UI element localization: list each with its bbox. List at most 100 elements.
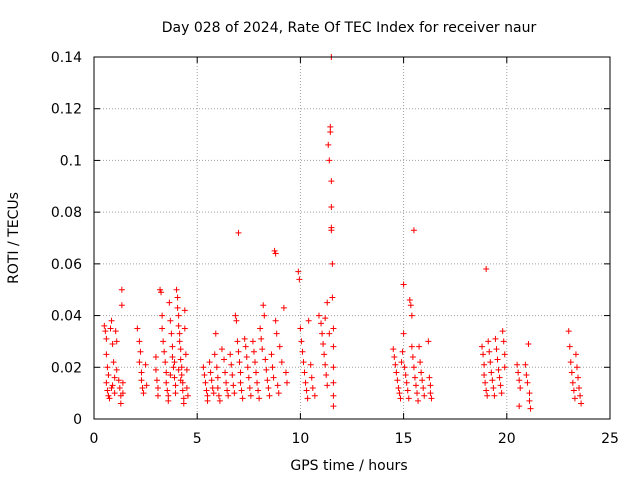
data-point (223, 379, 230, 386)
data-point (327, 123, 334, 130)
data-point (417, 359, 424, 366)
data-point (490, 384, 497, 391)
data-point (516, 403, 523, 410)
data-point (227, 351, 234, 358)
data-point (328, 178, 335, 185)
data-point (524, 379, 531, 386)
data-point (482, 379, 489, 386)
y-tick-label: 0.04 (51, 309, 82, 325)
data-point (330, 343, 337, 350)
data-point (181, 307, 188, 314)
data-point (525, 341, 532, 348)
data-point (153, 377, 160, 384)
grid-lines (94, 57, 610, 419)
data-point (182, 351, 189, 358)
data-point (159, 325, 166, 332)
data-point (408, 343, 415, 350)
data-point (167, 317, 174, 324)
data-point (515, 369, 522, 376)
data-point (139, 384, 146, 391)
data-point (300, 359, 307, 366)
data-point (258, 335, 265, 342)
data-point (173, 286, 180, 293)
data-point (489, 377, 496, 384)
data-point (403, 379, 410, 386)
data-point (324, 299, 331, 306)
data-point (165, 397, 172, 404)
data-point (154, 392, 161, 399)
data-point (278, 359, 285, 366)
data-point (237, 369, 244, 376)
data-point (323, 372, 330, 379)
data-point (330, 325, 337, 332)
data-point (263, 366, 270, 373)
data-point (212, 330, 219, 337)
data-point (418, 369, 425, 376)
data-point (231, 390, 238, 397)
data-point (251, 359, 258, 366)
data-point (514, 361, 521, 368)
data-point (311, 392, 318, 399)
data-point (238, 387, 245, 394)
data-point (411, 374, 418, 381)
data-point (136, 338, 143, 345)
data-point (408, 312, 415, 319)
data-point (325, 141, 332, 148)
data-point (398, 359, 405, 366)
data-point (154, 384, 161, 391)
x-tick-labels: 0 5 10 15 20 25 (90, 431, 619, 447)
data-point (119, 379, 126, 386)
data-point (416, 343, 423, 350)
data-point (104, 387, 111, 394)
data-point (486, 348, 493, 355)
data-point (111, 374, 118, 381)
data-point (479, 343, 486, 350)
data-point (501, 351, 508, 358)
data-point (484, 392, 491, 399)
data-point (395, 384, 402, 391)
data-point (138, 369, 145, 376)
data-point (174, 304, 181, 311)
data-point (237, 379, 244, 386)
data-point (175, 322, 182, 329)
y-axis-label: ROTI / TECUs (6, 192, 22, 284)
data-point (303, 387, 310, 394)
data-point (330, 379, 337, 386)
y-tick-label: 0.06 (51, 257, 82, 273)
data-point (152, 353, 159, 360)
data-point (272, 317, 279, 324)
data-point (169, 343, 176, 350)
data-point (297, 325, 304, 332)
data-point (390, 346, 397, 353)
data-point (180, 395, 187, 402)
data-point (265, 384, 272, 391)
data-point (493, 346, 500, 353)
data-point (214, 384, 221, 391)
x-tick-label: 10 (291, 431, 309, 447)
data-point (119, 390, 126, 397)
data-point (239, 395, 246, 402)
data-point (171, 359, 178, 366)
data-point (103, 335, 110, 342)
data-point (224, 387, 231, 394)
data-point (216, 397, 223, 404)
data-point (107, 325, 114, 332)
data-point (234, 338, 241, 345)
data-point (108, 384, 115, 391)
data-point (178, 364, 185, 371)
data-point (184, 392, 191, 399)
data-point (228, 361, 235, 368)
data-point (569, 379, 576, 386)
data-point (495, 366, 502, 373)
plot-frame (93, 56, 611, 420)
data-point (202, 379, 209, 386)
data-point (295, 268, 302, 275)
data-point (565, 328, 572, 335)
data-point (280, 304, 287, 311)
data-point (269, 364, 276, 371)
data-point (566, 343, 573, 350)
data-point (483, 387, 490, 394)
data-point (485, 338, 492, 345)
data-point (103, 379, 110, 386)
